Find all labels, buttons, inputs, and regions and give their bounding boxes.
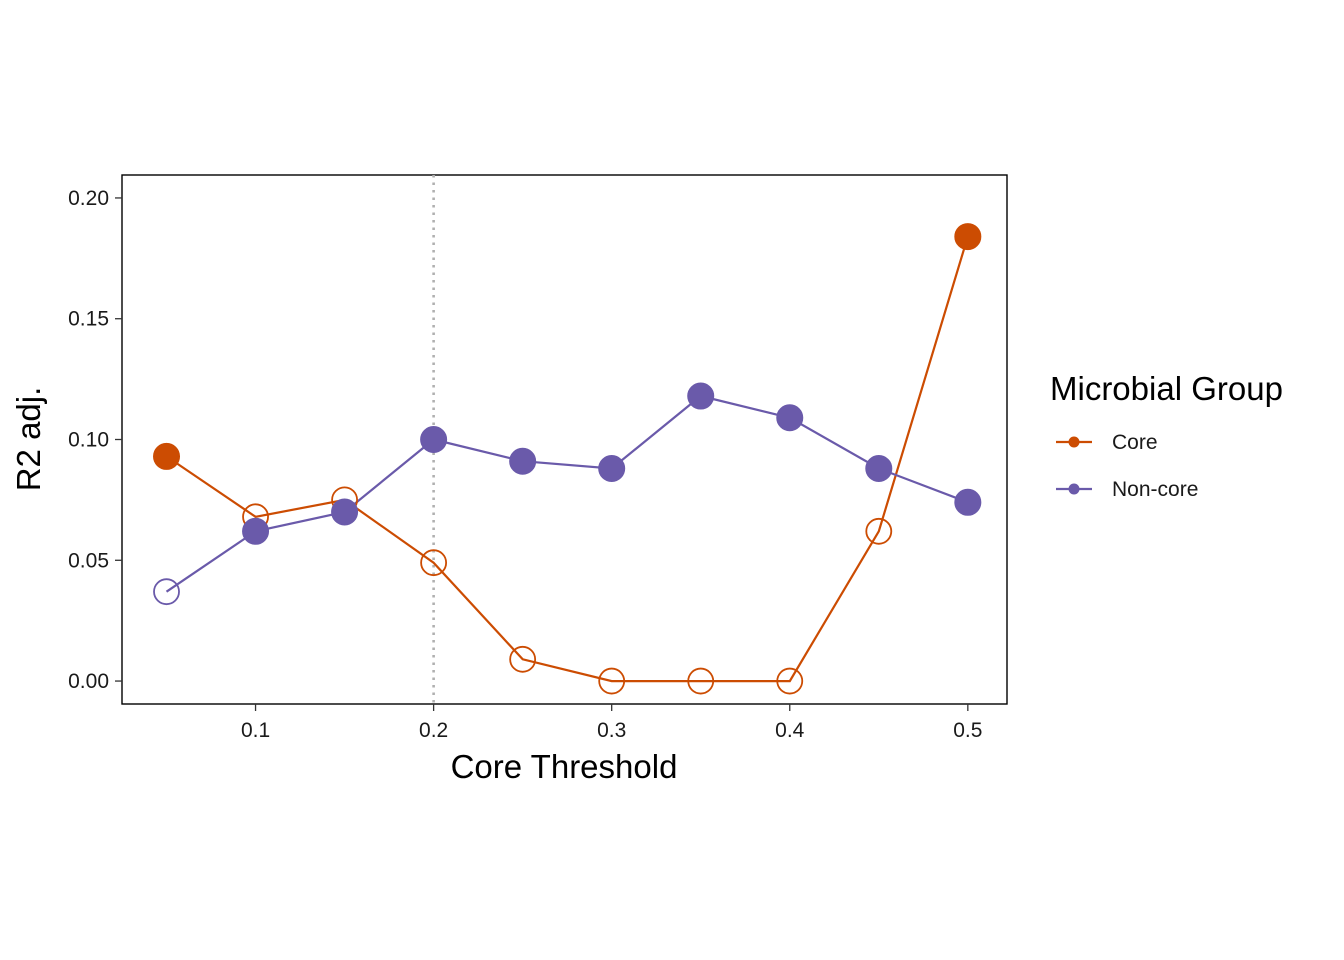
- point-non-core: [687, 382, 715, 410]
- legend-key-dot-non-core: [1068, 483, 1080, 495]
- y-tick-label: 0.00: [68, 670, 109, 693]
- x-axis-title: Core Threshold: [451, 748, 678, 785]
- y-axis-title: R2 adj.: [10, 387, 47, 492]
- point-core: [776, 667, 804, 695]
- point-core: [598, 667, 626, 695]
- legend-key-dot-core: [1068, 436, 1080, 448]
- point-non-core: [598, 454, 626, 482]
- legend-title: Microbial Group: [1050, 370, 1283, 407]
- point-non-core: [242, 517, 270, 545]
- point-non-core: [865, 454, 893, 482]
- x-tick-label: 0.2: [419, 719, 448, 742]
- point-core: [420, 549, 448, 577]
- legend-label-non-core: Non-core: [1112, 478, 1198, 501]
- point-non-core: [331, 498, 359, 526]
- panel-border: [121, 174, 1008, 705]
- x-tick-label: 0.3: [597, 719, 626, 742]
- x-tick-label: 0.1: [241, 719, 270, 742]
- point-non-core: [954, 488, 982, 516]
- plot-area: 0.1 0.2 0.3 0.4 0.5 0.00 0.05 0.10 0.15 0.20: [68, 174, 1008, 742]
- y-tick-label: 0.05: [68, 549, 109, 572]
- point-core: [153, 442, 181, 470]
- y-tick-label: 0.15: [68, 308, 109, 331]
- point-core: [687, 667, 715, 695]
- point-non-core: [509, 447, 537, 475]
- y-tick-label: 0.20: [68, 187, 109, 210]
- point-core: [954, 223, 982, 251]
- legend: Microbial Group Core Non-core: [1050, 370, 1283, 501]
- series-line-non-core: [165, 394, 969, 593]
- x-tick-label: 0.4: [775, 719, 805, 742]
- legend-label-core: Core: [1112, 431, 1158, 454]
- point-non-core: [420, 426, 448, 453]
- x-tick-label: 0.5: [953, 719, 982, 742]
- y-tick-label: 0.10: [68, 429, 109, 452]
- point-core: [509, 645, 537, 673]
- point-core: [865, 517, 893, 545]
- point-non-core: [776, 404, 804, 432]
- series-line-core: [165, 236, 969, 683]
- point-non-core: [153, 578, 180, 606]
